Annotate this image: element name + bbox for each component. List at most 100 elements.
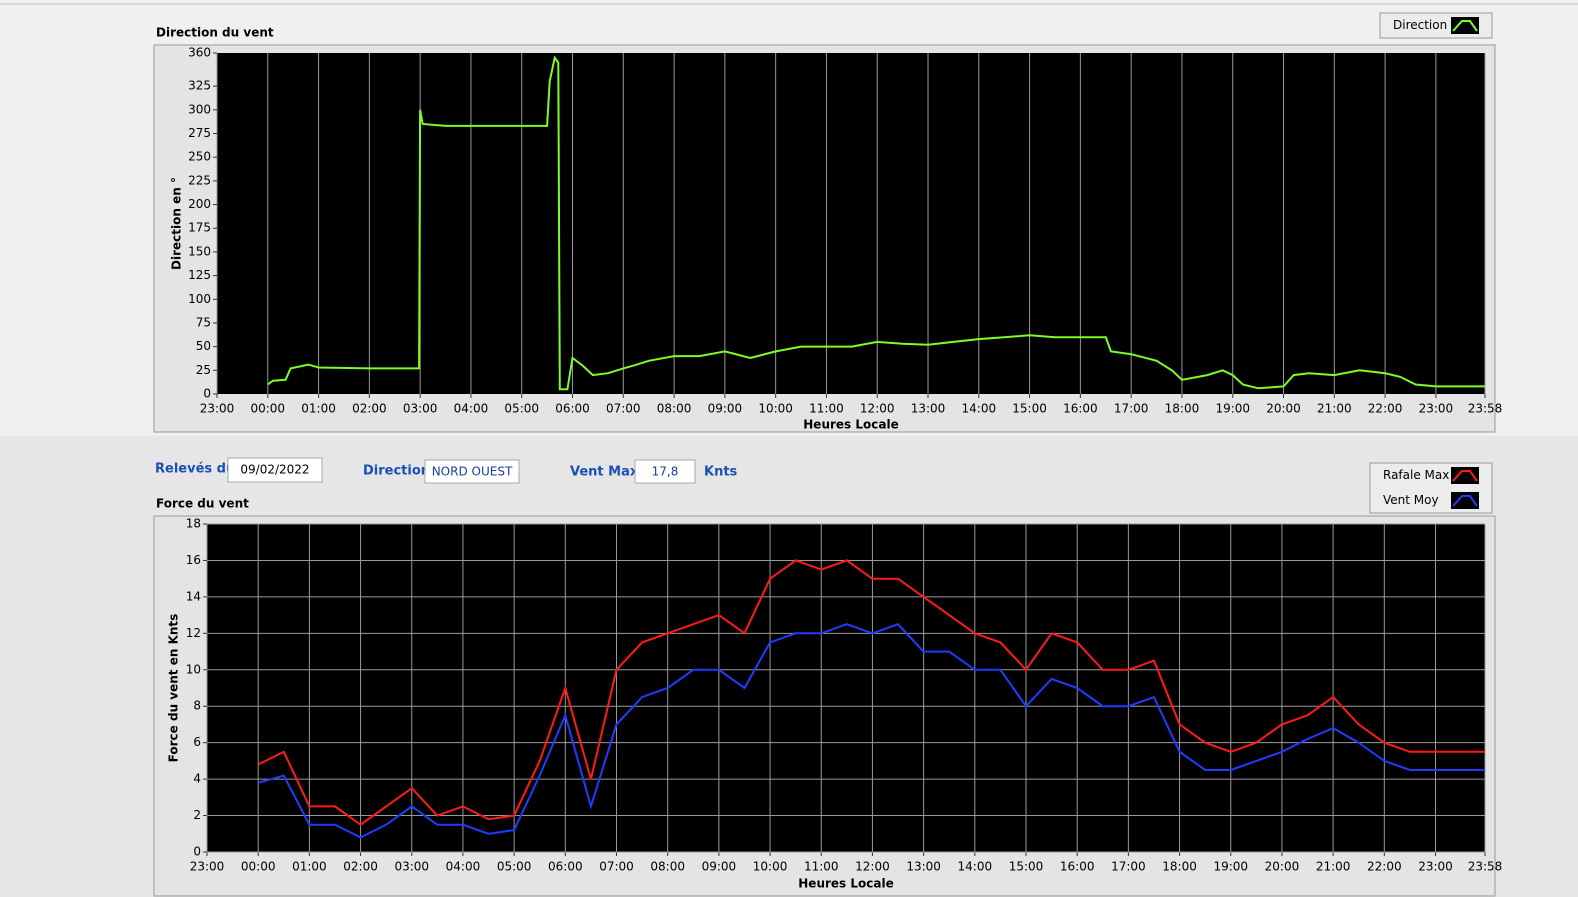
plot-area (207, 524, 1485, 852)
direction-label: Direction (363, 464, 430, 479)
date-field[interactable] (227, 457, 323, 483)
vmax-value: 17,8 (652, 465, 679, 479)
legend-swatch (1452, 495, 1478, 507)
x-tick-label: 08:00 (650, 860, 685, 874)
legend-label: Rafale Max (1383, 468, 1449, 482)
x-tick-label: 15:00 (1012, 402, 1047, 416)
x-tick-label: 20:00 (1265, 860, 1300, 874)
y-tick-label: 0 (203, 387, 211, 401)
legend-swatch-bg (1451, 467, 1479, 484)
x-tick-label: 19:00 (1213, 860, 1248, 874)
chart-title: Direction du vent (156, 26, 274, 40)
x-tick-label: 17:00 (1111, 860, 1146, 874)
y-tick-label: 12 (186, 626, 201, 640)
x-tick-label: 04:00 (446, 860, 481, 874)
x-tick-label: 23:00 (1419, 402, 1454, 416)
y-tick-label: 325 (188, 79, 211, 93)
x-tick-label: 07:00 (599, 860, 634, 874)
x-tick-label: 13:00 (906, 860, 941, 874)
x-tick-label: 23:00 (190, 860, 225, 874)
x-tick-label: 17:00 (1114, 402, 1149, 416)
x-tick-label: 00:00 (250, 402, 285, 416)
y-tick-label: 6 (193, 735, 201, 749)
y-tick-label: 125 (188, 268, 211, 282)
x-tick-label: 21:00 (1317, 402, 1352, 416)
y-tick-label: 8 (193, 699, 201, 713)
x-tick-label: 00:00 (241, 860, 276, 874)
date-label: Relevés du (155, 462, 235, 477)
y-tick-label: 150 (188, 244, 211, 258)
data-line (257, 559, 1485, 826)
y-tick-label: 250 (188, 150, 211, 164)
y-tick-label: 360 (188, 46, 211, 60)
y-tick-label: 75 (196, 315, 211, 329)
x-tick-label: 12:00 (860, 402, 895, 416)
vmax-label: Vent Max (570, 465, 639, 480)
legend-swatch (1452, 20, 1478, 32)
x-tick-label: 11:00 (804, 860, 839, 874)
x-tick-label: 14:00 (962, 402, 997, 416)
legend-swatch-bg (1451, 492, 1479, 509)
date-value: 09/02/2022 (240, 463, 309, 477)
y-tick-label: 10 (186, 662, 201, 676)
x-tick-label: 23:00 (1418, 860, 1453, 874)
x-tick-label: 10:00 (758, 402, 793, 416)
legend-label: Vent Moy (1383, 493, 1439, 507)
x-tick-label: 05:00 (497, 860, 532, 874)
y-tick-label: 18 (186, 517, 201, 531)
y-tick-label: 100 (188, 292, 211, 306)
y-tick-label: 50 (196, 339, 211, 353)
x-tick-label: 19:00 (1215, 402, 1250, 416)
x-tick-label: 10:00 (753, 860, 788, 874)
x-tick-label: 01:00 (301, 402, 336, 416)
x-tick-label: 12:00 (855, 860, 890, 874)
legend-label: Direction (1393, 18, 1447, 32)
y-tick-label: 275 (188, 126, 211, 140)
direction-value: NORD OUEST (432, 465, 513, 479)
y-axis-label: Direction en ° (170, 177, 184, 270)
data-line (267, 55, 1485, 391)
x-tick-label: 23:00 (200, 402, 235, 416)
x-tick-label: 22:00 (1367, 860, 1402, 874)
vmax-field[interactable] (634, 459, 696, 484)
y-tick-label: 16 (186, 553, 201, 567)
direction-field[interactable] (424, 459, 520, 484)
x-tick-label: 02:00 (352, 402, 387, 416)
y-tick-label: 4 (193, 772, 201, 786)
x-tick-label: 18:00 (1165, 402, 1200, 416)
x-tick-label: 05:00 (504, 402, 539, 416)
y-tick-label: 300 (188, 102, 211, 116)
x-tick-label: 14:00 (958, 860, 993, 874)
y-tick-label: 225 (188, 173, 211, 187)
x-tick-label: 09:00 (708, 402, 743, 416)
x-tick-label: 06:00 (548, 860, 583, 874)
y-tick-label: 25 (196, 363, 211, 377)
x-tick-label: 11:00 (809, 402, 844, 416)
x-tick-label: 02:00 (343, 860, 378, 874)
legend-swatch (1452, 470, 1478, 482)
x-tick-label: 03:00 (394, 860, 429, 874)
data-line (257, 623, 1485, 839)
y-tick-label: 14 (186, 589, 201, 603)
x-tick-label: 15:00 (1009, 860, 1044, 874)
plot-area (217, 53, 1485, 394)
vmax-unit: Knts (704, 465, 738, 480)
x-axis-label: Heures Locale (803, 418, 898, 432)
x-tick-label: 21:00 (1316, 860, 1351, 874)
x-axis-label: Heures Locale (798, 877, 893, 891)
chart-title: Force du vent (156, 497, 249, 511)
x-tick-label: 16:00 (1060, 860, 1095, 874)
legend-swatch-bg (1451, 17, 1479, 34)
y-tick-label: 175 (188, 221, 211, 235)
x-tick-label: 08:00 (657, 402, 692, 416)
y-tick-label: 2 (193, 808, 201, 822)
x-tick-label: 09:00 (702, 860, 737, 874)
y-tick-label: 0 (193, 845, 201, 859)
x-tick-label: 20:00 (1266, 402, 1301, 416)
x-tick-label: 01:00 (292, 860, 327, 874)
x-tick-label: 04:00 (454, 402, 489, 416)
x-tick-label: 03:00 (403, 402, 438, 416)
x-tick-label: 06:00 (555, 402, 590, 416)
x-tick-label: 23:58 (1468, 860, 1503, 874)
